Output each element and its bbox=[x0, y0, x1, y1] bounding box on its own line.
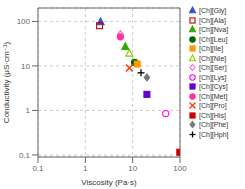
svg-text:0.1: 0.1 bbox=[19, 151, 31, 160]
svg-text:0.1: 0.1 bbox=[32, 164, 44, 173]
svg-text:10: 10 bbox=[128, 164, 137, 173]
html-text:[Ch][Ser]: [Ch][Ser] bbox=[199, 64, 227, 72]
html-text:[Ch][Ile]: [Ch][Ile] bbox=[199, 45, 224, 53]
svg-text:Viscosity (Pa·s): Viscosity (Pa·s) bbox=[81, 178, 137, 187]
svg-text:100: 100 bbox=[173, 164, 187, 173]
html-text:[Ch][Cys]: [Ch][Cys] bbox=[199, 83, 228, 91]
html-text:[Ch][Ala]: [Ch][Ala] bbox=[199, 16, 226, 24]
html-text:[Ch][Phe]: [Ch][Phe] bbox=[199, 121, 229, 129]
html-text:[Ch][Gly]: [Ch][Gly] bbox=[199, 7, 227, 15]
html-text:[Ch][His]: [Ch][His] bbox=[199, 111, 226, 119]
html-text:[Ch][Nva]: [Ch][Nva] bbox=[199, 26, 229, 34]
html-text:[Ch][Hph]: [Ch][Hph] bbox=[199, 130, 229, 138]
svg-text:Conductivity (μS·cm⁻¹): Conductivity (μS·cm⁻¹) bbox=[8, 42, 11, 124]
svg-text:1: 1 bbox=[26, 106, 31, 115]
svg-text:1: 1 bbox=[83, 164, 88, 173]
html-text:[Ch][Leu]: [Ch][Leu] bbox=[199, 35, 228, 43]
html-text:[Ch][Met]: [Ch][Met] bbox=[199, 92, 228, 100]
svg-text:100: 100 bbox=[17, 17, 31, 26]
svg-text:10: 10 bbox=[21, 62, 30, 71]
html-text:[Ch][Nle]: [Ch][Nle] bbox=[199, 54, 227, 62]
html-text:[Ch][Lys]: [Ch][Lys] bbox=[199, 73, 227, 81]
html-text:[Ch][Pro]: [Ch][Pro] bbox=[199, 102, 227, 110]
